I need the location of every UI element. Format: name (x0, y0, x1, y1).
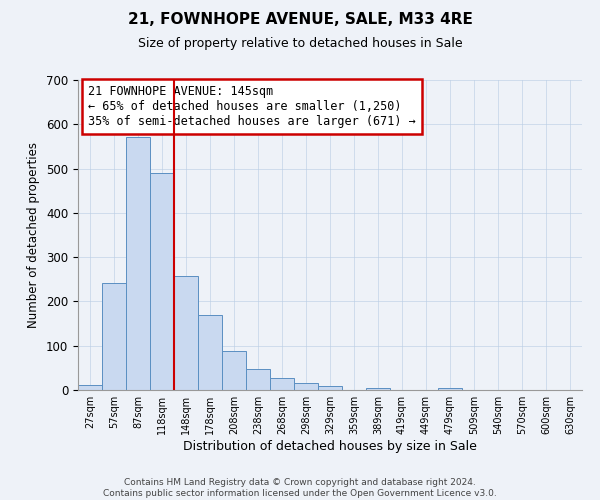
Bar (366, 388, 390, 390)
Bar (438, 388, 462, 390)
Bar (198, 314, 222, 390)
Bar (270, 378, 294, 390)
Bar (318, 386, 342, 390)
Text: Contains HM Land Registry data © Crown copyright and database right 2024.
Contai: Contains HM Land Registry data © Crown c… (103, 478, 497, 498)
Bar (78, 384, 102, 390)
Y-axis label: Number of detached properties: Number of detached properties (28, 142, 40, 328)
Bar (174, 276, 198, 390)
X-axis label: Distribution of detached houses by size in Sale: Distribution of detached houses by size … (183, 440, 477, 453)
Bar (150, 172, 174, 390)
Bar (222, 351, 246, 390)
Bar (246, 369, 270, 390)
Text: Size of property relative to detached houses in Sale: Size of property relative to detached ho… (137, 38, 463, 51)
Text: 21 FOWNHOPE AVENUE: 145sqm
← 65% of detached houses are smaller (1,250)
35% of s: 21 FOWNHOPE AVENUE: 145sqm ← 65% of deta… (88, 84, 416, 128)
Bar (294, 384, 318, 390)
Bar (102, 283, 126, 390)
Text: 21, FOWNHOPE AVENUE, SALE, M33 4RE: 21, FOWNHOPE AVENUE, SALE, M33 4RE (128, 12, 472, 28)
Bar (126, 137, 150, 390)
